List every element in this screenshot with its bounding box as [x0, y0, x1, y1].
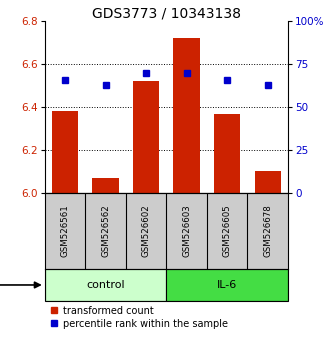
Text: GSM526603: GSM526603 [182, 205, 191, 257]
Bar [173, 39, 200, 193]
Bar [255, 171, 281, 193]
Bar [92, 178, 119, 193]
Bar [166, 269, 288, 301]
Bar [133, 81, 159, 193]
Title: GDS3773 / 10343138: GDS3773 / 10343138 [92, 6, 241, 20]
Text: GSM526602: GSM526602 [142, 205, 151, 257]
Text: GSM526678: GSM526678 [263, 205, 272, 257]
Text: GSM526561: GSM526561 [61, 205, 70, 257]
Legend: transformed count, percentile rank within the sample: transformed count, percentile rank withi… [50, 306, 228, 329]
Bar [52, 112, 78, 193]
Text: control: control [86, 280, 125, 290]
Text: GSM526605: GSM526605 [223, 205, 232, 257]
Bar [45, 269, 166, 301]
Bar [214, 114, 240, 193]
Text: GSM526562: GSM526562 [101, 205, 110, 257]
Text: IL-6: IL-6 [217, 280, 237, 290]
